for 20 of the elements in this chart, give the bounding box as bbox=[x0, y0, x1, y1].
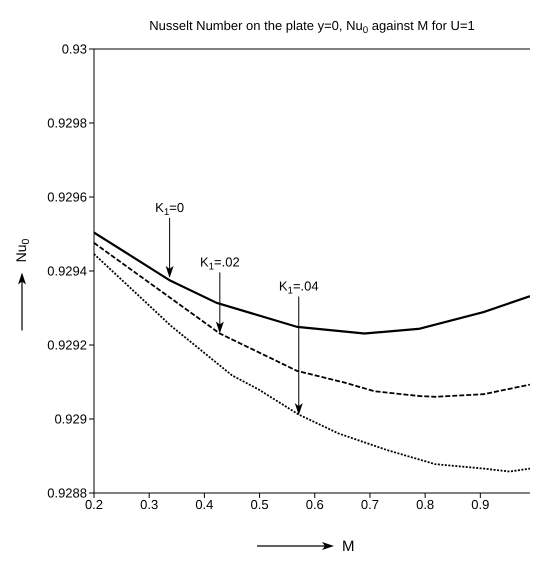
x-tick-label: 0.8 bbox=[416, 497, 434, 512]
x-tick-label: 0.9 bbox=[471, 497, 490, 512]
y-tick-label: 0.9288 bbox=[47, 486, 87, 501]
x-axis-title: M bbox=[342, 538, 354, 555]
y-tick-label: 0.93 bbox=[62, 42, 87, 57]
x-tick-label: 0.5 bbox=[250, 497, 269, 512]
x-tick-label: 0.2 bbox=[84, 497, 104, 512]
annotation: K$_{1}$=.02 bbox=[200, 254, 240, 272]
y-tick-label: 0.9292 bbox=[47, 338, 87, 353]
y-tick-label: 0.9296 bbox=[47, 190, 87, 205]
x-tick-label: 0.7 bbox=[360, 497, 379, 512]
y-tick-label: 0.9294 bbox=[47, 264, 87, 279]
chart-title: Nusselt Number on the plate y=0, Nu$_{0}$ against M for U=1 bbox=[149, 18, 475, 36]
annotation: K$_{1}$=.04 bbox=[278, 278, 319, 296]
y-tick-label: 0.9298 bbox=[47, 116, 87, 131]
x-tick-label: 0.6 bbox=[306, 497, 324, 512]
y-tick-label: 0.929 bbox=[54, 412, 87, 427]
x-tick-label: 0.4 bbox=[195, 497, 214, 512]
x-tick-label: 0.3 bbox=[140, 497, 158, 512]
annotation: K$_{1}$=0 bbox=[155, 200, 184, 218]
